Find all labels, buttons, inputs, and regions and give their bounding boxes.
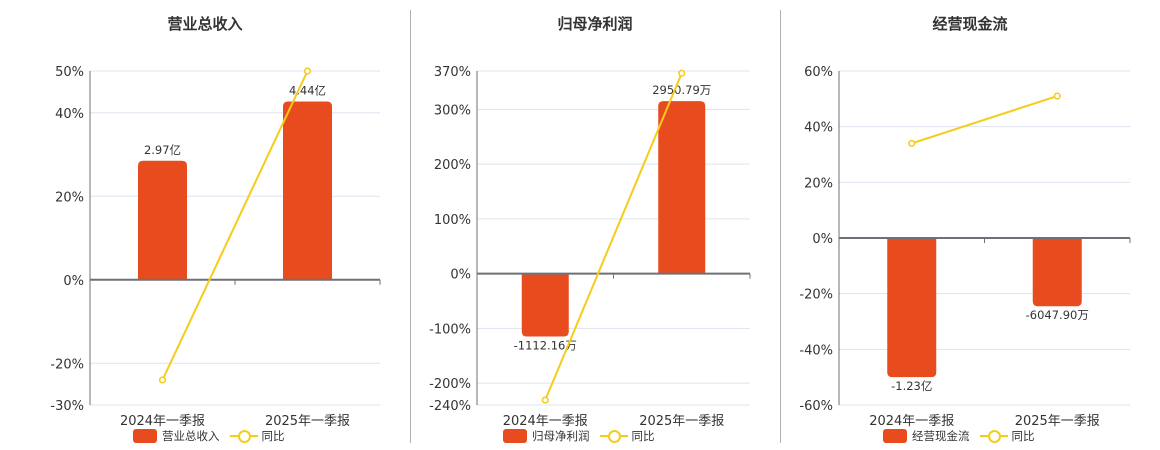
y-axis-tick-label: 20% [55,190,84,205]
bar-legend-swatch-icon[interactable] [883,429,907,443]
chart-panel-revenue: 营业总收入 50% 40% 20% 0% -20% -30% 2.97亿 4.44亿 2024年… [0,0,410,450]
bar-value-label: -1.23亿 [891,379,932,393]
y-axis-tick-label: -60% [799,399,833,414]
bar-value-label: 2950.79万 [652,83,711,97]
y-axis-tick-label: -20% [50,357,84,372]
panel-divider [410,10,411,443]
y-axis-tick-label: -30% [50,399,84,414]
y-axis-tick-label: -240% [429,399,471,414]
y-axis-tick-label: 0% [63,274,84,289]
x-axis-category-label: 2025年一季报 [639,414,724,429]
bar-value-label: 2.97亿 [144,143,181,157]
yoy-point-marker[interactable] [541,396,549,404]
legend-bar-label[interactable]: 归母净利润 [532,429,590,443]
chart-plot-revenue: 50% 40% 20% 0% -20% -30% 2.97亿 4.44亿 2024年一季报 202… [50,65,381,429]
bar-value-label: -1112.16万 [514,339,577,353]
y-axis-tick-label: 200% [434,158,471,173]
y-axis-tick-label: 0% [450,268,471,283]
chart-legend: 营业总收入 同比 [133,428,285,444]
y-axis-tick-label: 50% [55,65,84,80]
line-legend-marker-icon[interactable] [599,429,628,443]
y-axis-tick-label: -100% [429,322,471,337]
y-axis-tick-label: 40% [55,107,84,122]
bar[interactable] [521,273,569,337]
y-axis-tick-label: 20% [804,176,833,191]
bar-legend-swatch-icon[interactable] [133,429,157,443]
y-axis-tick-label: -40% [799,343,833,358]
bar[interactable] [887,238,937,378]
yoy-point-marker[interactable] [678,69,686,77]
line-legend-marker-icon[interactable] [229,429,258,443]
bar-legend-swatch-icon[interactable] [503,429,527,443]
yoy-point-marker[interactable] [303,67,312,75]
line-legend-marker-icon[interactable] [979,429,1008,443]
x-axis-category-label: 2024年一季报 [120,414,205,429]
x-axis-category-label: 2025年一季报 [1015,414,1100,429]
legend-line-label[interactable]: 同比 [261,429,285,443]
y-axis-tick-label: -200% [429,377,471,392]
chart-panel-net-profit: 归母净利润 370% 300% 200% 100% 0% -100% -200% -240% -… [429,15,751,444]
yoy-point-marker[interactable] [1053,92,1061,100]
y-axis-tick-label: 100% [434,213,471,228]
y-axis-tick-label: 40% [804,121,833,136]
y-axis-tick-label: -20% [799,288,833,303]
bar[interactable] [1032,238,1082,307]
bar[interactable] [283,101,332,280]
bar-value-label: -6047.90万 [1026,308,1089,322]
y-axis-tick-label: 0% [812,232,833,247]
y-axis-tick-label: 370% [434,65,471,80]
legend-bar-label[interactable]: 经营现金流 [912,429,970,443]
yoy-line [161,70,309,381]
chart-title: 经营现金流 [932,15,1008,33]
x-axis-category-label: 2025年一季报 [265,414,350,429]
x-axis-category-label: 2024年一季报 [869,414,954,429]
x-axis-category-label: 2024年一季报 [503,414,588,429]
y-axis-tick-label: 300% [434,103,471,118]
bar-value-label: 4.44亿 [289,83,326,97]
y-axis-tick-label: 60% [804,65,833,80]
chart-legend: 归母净利润 同比 [503,428,655,444]
chart-plot-net-profit: 370% 300% 200% 100% 0% -100% -200% -240% -1112.1… [429,65,751,429]
legend-line-label[interactable]: 同比 [631,429,655,443]
yoy-line [911,95,1058,145]
chart-legend: 经营现金流 同比 [883,428,1035,444]
yoy-point-marker[interactable] [908,139,916,147]
bar[interactable] [138,160,187,280]
yoy-point-marker[interactable] [158,376,167,384]
legend-bar-label[interactable]: 营业总收入 [162,429,220,443]
chart-title: 归母净利润 [557,15,633,33]
yoy-line [544,72,683,401]
bar[interactable] [658,101,706,274]
panel-divider [780,10,781,443]
legend-line-label[interactable]: 同比 [1011,429,1035,443]
chart-title: 营业总收入 [167,15,243,33]
